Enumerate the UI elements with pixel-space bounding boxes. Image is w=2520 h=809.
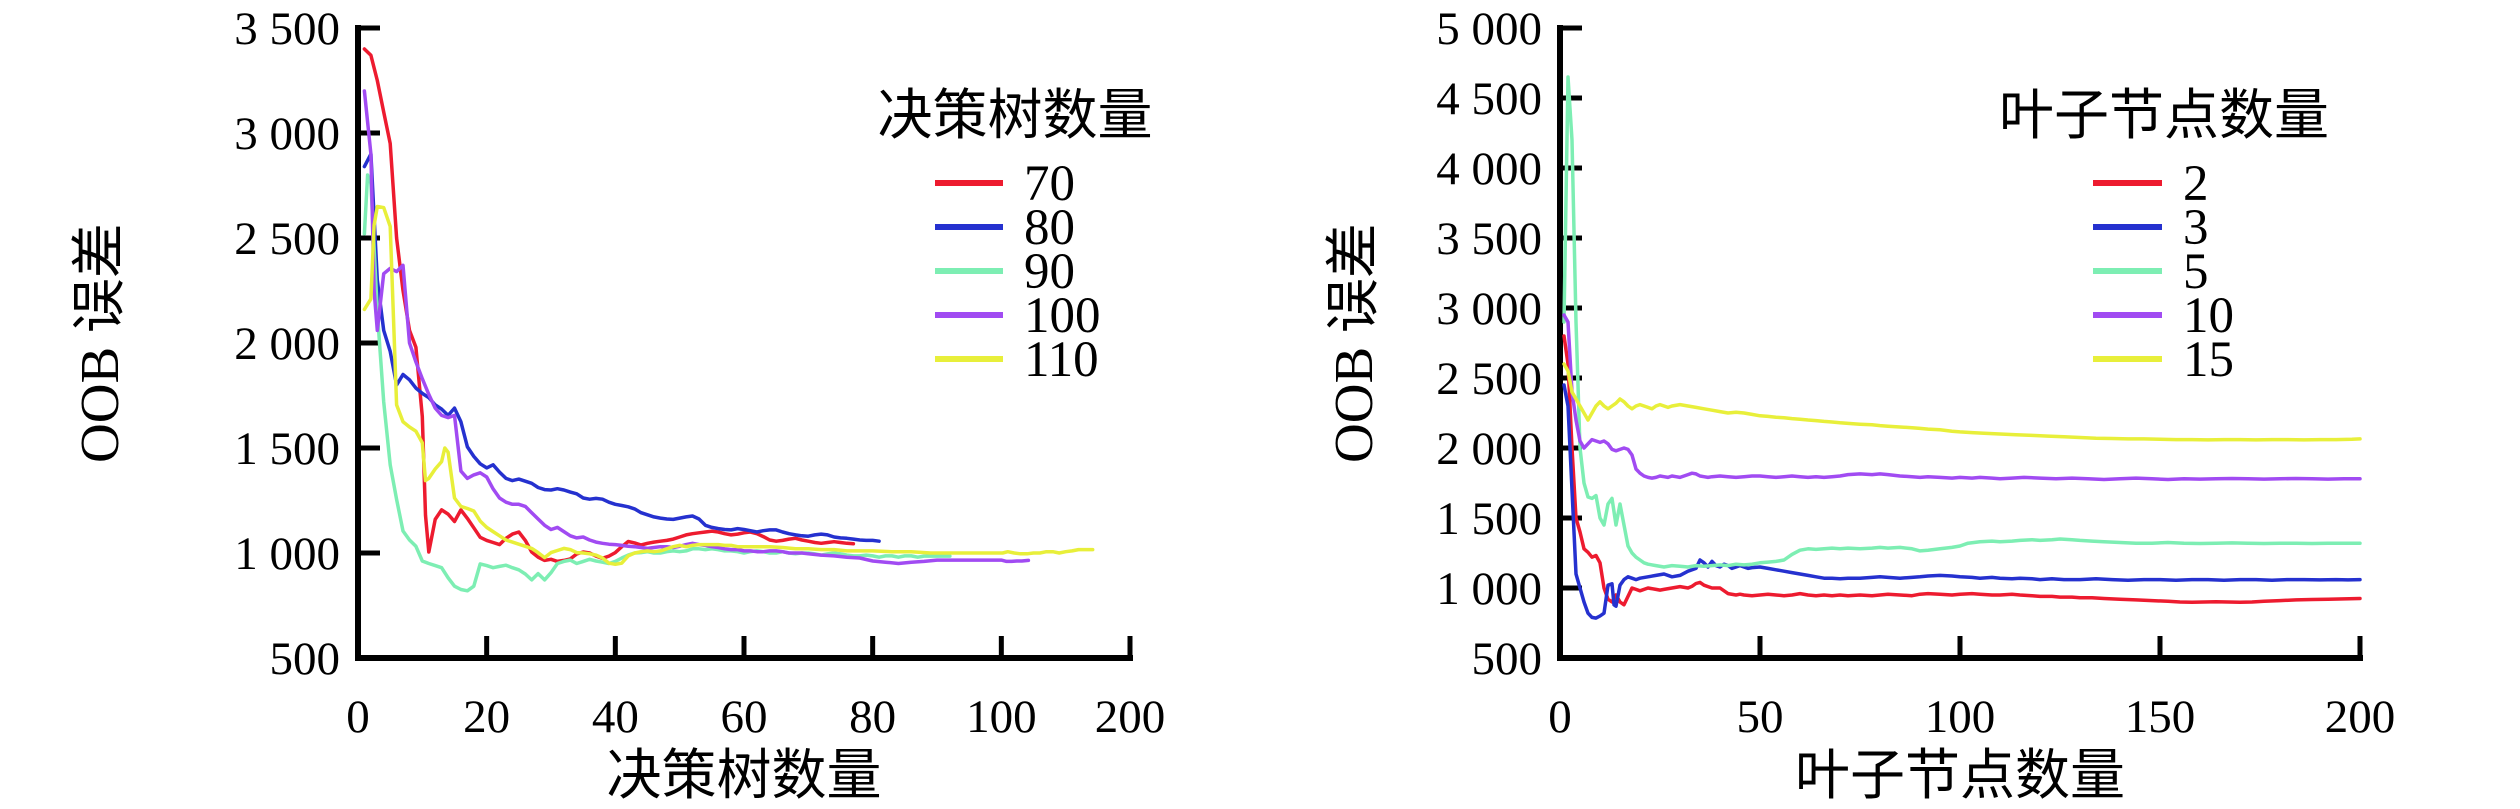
y-tick-label: 4 500: [1436, 73, 1542, 125]
x-tick-label: 50: [1737, 691, 1784, 743]
legend-label-2: 2: [2183, 156, 2209, 212]
series-line-110: [362, 204, 1095, 567]
x-axis-label: 叶子节点数量: [1795, 745, 2125, 806]
series-line-90: [362, 173, 952, 593]
y-tick-label: 2 500: [234, 213, 340, 265]
y-axis-label: OOB 误差: [1323, 223, 1384, 463]
x-tick-label: 150: [2125, 691, 2196, 743]
y-tick-label: 1 500: [1436, 493, 1542, 545]
x-tick-label: 200: [2325, 691, 2396, 743]
y-tick-label: 2 500: [1436, 353, 1542, 405]
x-tick-label: 0: [346, 691, 370, 743]
x-tick-label: 80: [849, 691, 896, 743]
series-line-3: [1562, 383, 2362, 620]
series-line-15: [1562, 362, 2362, 442]
legend-label-3: 3: [2183, 200, 2209, 256]
legend-label-80: 80: [1024, 200, 1075, 256]
legend-label-70: 70: [1024, 156, 1075, 212]
y-tick-label: 5 000: [1436, 3, 1542, 55]
y-tick-label: 3 000: [234, 108, 340, 160]
legend-label-100: 100: [1024, 288, 1101, 344]
series-line-100: [362, 89, 1031, 566]
series-line-2: [1562, 334, 2362, 607]
y-axis-label: OOB 误差: [69, 223, 130, 463]
series-line-80: [362, 152, 881, 543]
y-tick-label: 500: [270, 633, 341, 685]
series-line-5: [1562, 75, 2362, 569]
y-tick-label: 1 500: [234, 423, 340, 475]
y-tick-label: 1 000: [234, 528, 340, 580]
y-tick-label: 2 000: [234, 318, 340, 370]
legend-label-15: 15: [2183, 332, 2234, 388]
y-tick-label: 3 000: [1436, 283, 1542, 335]
x-axis-label: 决策树数量: [606, 745, 881, 806]
legend-title: 叶子节点数量: [1999, 85, 2329, 146]
series-line-70: [362, 47, 856, 564]
x-tick-label: 60: [721, 691, 768, 743]
y-tick-label: 1 000: [1436, 563, 1542, 615]
x-tick-label: 20: [463, 691, 510, 743]
x-tick-label: 200: [1095, 691, 1166, 743]
legend-label-5: 5: [2183, 244, 2209, 300]
y-tick-label: 4 000: [1436, 143, 1542, 195]
x-tick-label: 100: [966, 691, 1037, 743]
y-tick-label: 2 000: [1436, 423, 1542, 475]
series-line-10: [1562, 313, 2362, 482]
x-tick-label: 100: [1925, 691, 1996, 743]
legend-label-90: 90: [1024, 244, 1075, 300]
x-tick-label: 0: [1548, 691, 1572, 743]
y-tick-label: 500: [1472, 633, 1543, 685]
legend-label-10: 10: [2183, 288, 2234, 344]
chart-0: 500 1 000 1 500 2 000 2 500 3 000 3 500 0 20 40 60…: [69, 3, 1165, 806]
y-tick-label: 3 500: [234, 3, 340, 55]
y-tick-label: 3 500: [1436, 213, 1542, 265]
x-tick-label: 40: [592, 691, 639, 743]
legend-label-110: 110: [1024, 332, 1099, 388]
legend-title: 决策树数量: [877, 85, 1152, 146]
